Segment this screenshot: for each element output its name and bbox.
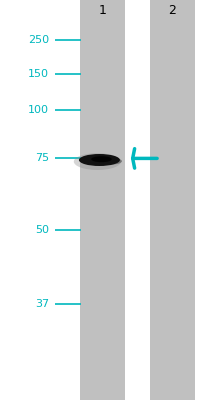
Ellipse shape [79,154,119,166]
Text: 75: 75 [35,153,49,163]
Ellipse shape [91,156,111,162]
Text: 100: 100 [28,105,49,115]
Text: 2: 2 [167,4,175,16]
Text: 150: 150 [28,69,49,79]
Bar [149,0,194,400]
Text: 250: 250 [28,35,49,45]
Text: 1: 1 [98,4,106,16]
Text: 50: 50 [35,225,49,235]
Ellipse shape [101,158,121,164]
Text: 37: 37 [35,299,49,309]
Ellipse shape [73,153,120,170]
Bar [80,0,124,400]
